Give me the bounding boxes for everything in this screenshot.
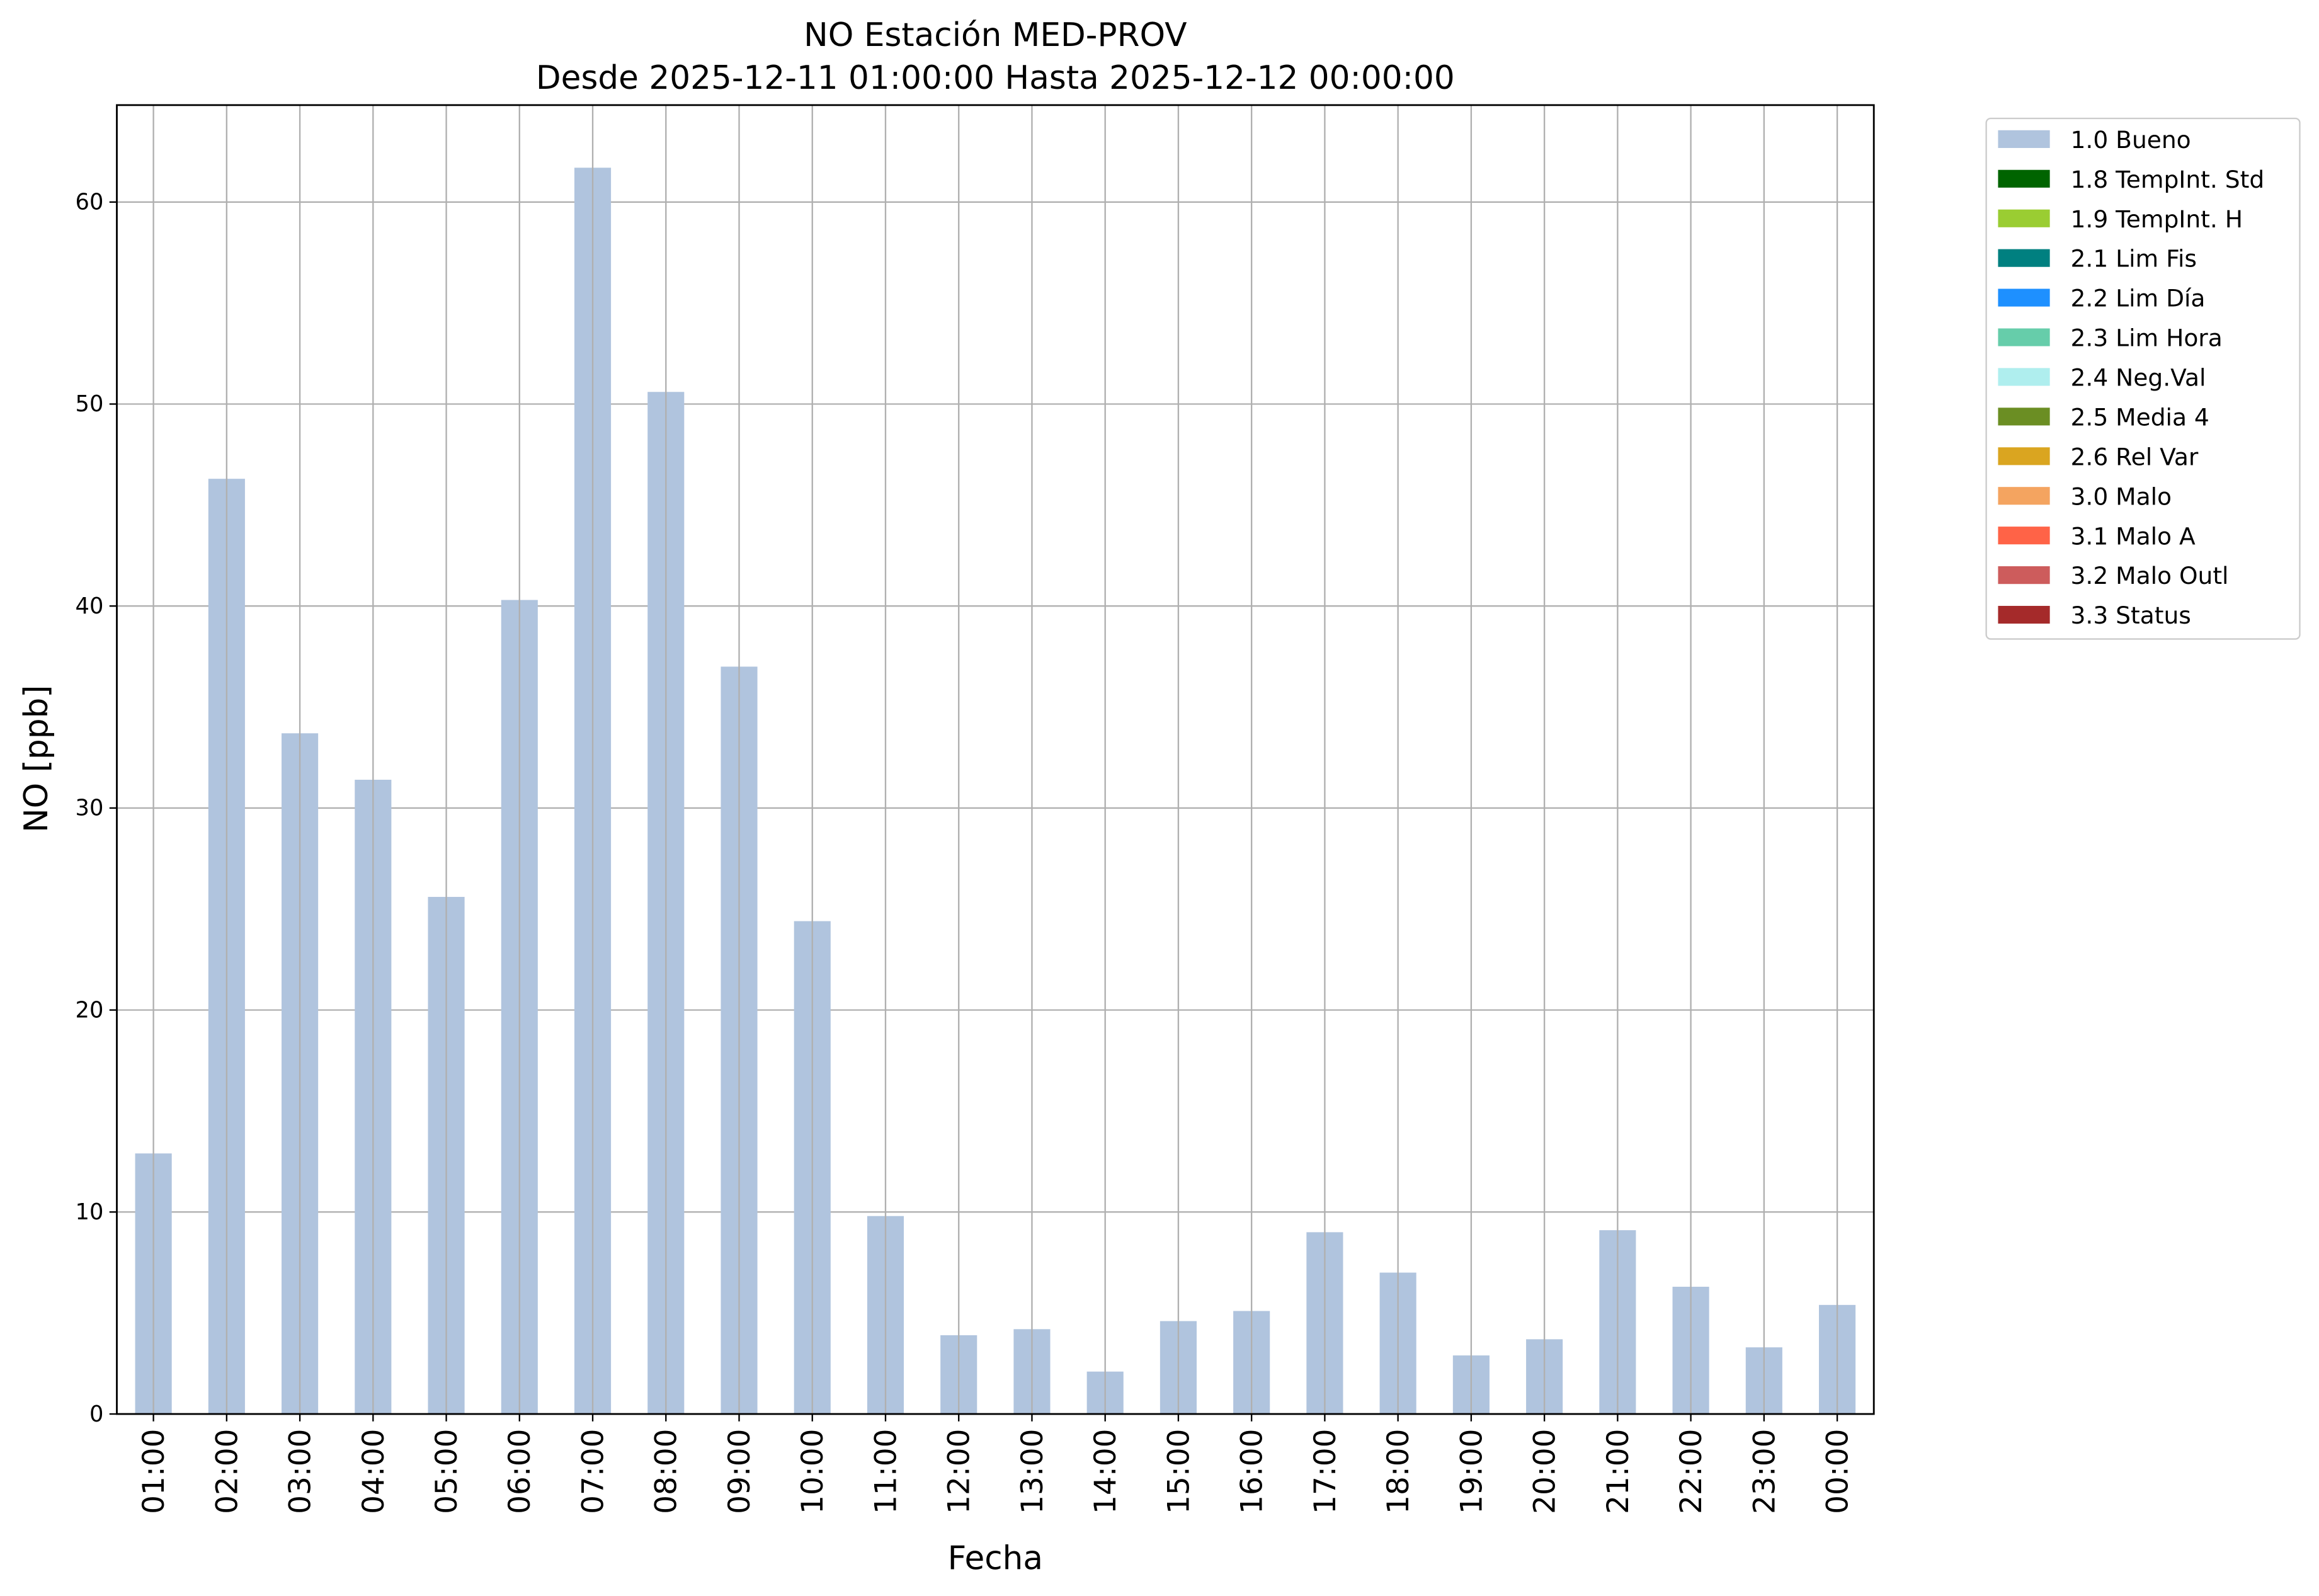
x-tick-label: 07:00 xyxy=(576,1429,610,1514)
plot-frame xyxy=(116,104,1875,1415)
legend-swatch xyxy=(1998,487,2050,505)
legend-label: 3.1 Malo A xyxy=(2071,522,2196,550)
x-tick-label: 18:00 xyxy=(1381,1429,1416,1514)
legend-swatch xyxy=(1998,368,2050,386)
legend-label: 2.2 Lim Día xyxy=(2071,285,2206,312)
x-tick-label: 09:00 xyxy=(722,1429,757,1514)
legend-swatch xyxy=(1998,209,2050,227)
legend-swatch xyxy=(1998,408,2050,426)
legend: 1.0 Bueno 1.8 TempInt. Std 1.9 TempInt. H 2… xyxy=(1998,126,2264,629)
x-tick-label: 00:00 xyxy=(1821,1429,1855,1514)
legend-label: 3.0 Malo xyxy=(2071,482,2172,510)
x-tick-label: 17:00 xyxy=(1308,1429,1343,1514)
x-tick-label: 04:00 xyxy=(356,1429,391,1514)
x-tick-label: 03:00 xyxy=(283,1429,318,1514)
y-tick-label: 40 xyxy=(76,593,104,619)
legend-swatch xyxy=(1998,605,2050,624)
x-tick-label: 23:00 xyxy=(1747,1429,1782,1514)
x-tick-label: 14:00 xyxy=(1088,1429,1123,1514)
legend-label: 3.3 Status xyxy=(2071,601,2191,629)
ticks: 0 10 20 30 40 50 60 01:00 02:00 03:00 04:00 05:00 06… xyxy=(76,190,1855,1514)
y-tick-label: 60 xyxy=(76,190,104,215)
x-tick-label: 13:00 xyxy=(1015,1429,1050,1514)
legend-label: 2.3 Lim Hora xyxy=(2071,324,2223,352)
x-tick-label: 05:00 xyxy=(430,1429,464,1514)
legend-label: 1.0 Bueno xyxy=(2071,126,2191,154)
legend-swatch xyxy=(1998,169,2050,188)
legend-swatch xyxy=(1998,328,2050,346)
legend-box xyxy=(1985,117,2301,640)
x-tick-label: 06:00 xyxy=(503,1429,537,1514)
x-tick-label: 15:00 xyxy=(1161,1429,1196,1514)
legend-label: 3.2 Malo Outl xyxy=(2071,562,2229,590)
legend-label: 2.5 Media 4 xyxy=(2071,403,2209,431)
x-tick-label: 12:00 xyxy=(942,1429,977,1514)
legend-swatch xyxy=(1998,288,2050,307)
chart-title: NO Estación MED-PROV xyxy=(804,16,1187,54)
x-tick-label: 11:00 xyxy=(869,1429,903,1514)
x-tick-label: 01:00 xyxy=(137,1429,171,1514)
bars xyxy=(135,105,1856,1415)
x-tick-label: 08:00 xyxy=(649,1429,684,1514)
legend-swatch xyxy=(1998,566,2050,584)
legend-swatch xyxy=(1998,447,2050,465)
x-tick-label: 21:00 xyxy=(1601,1429,1636,1514)
x-tick-label: 22:00 xyxy=(1674,1429,1709,1514)
y-tick-label: 30 xyxy=(76,795,104,821)
legend-swatch xyxy=(1998,130,2050,148)
x-tick-label: 20:00 xyxy=(1528,1429,1563,1514)
y-tick-label: 50 xyxy=(76,391,104,417)
x-axis-label: Fecha xyxy=(948,1540,1043,1578)
x-tick-label: 16:00 xyxy=(1235,1429,1270,1514)
x-tick-label: 10:00 xyxy=(795,1429,830,1514)
x-tick-label: 02:00 xyxy=(210,1429,244,1514)
legend-label: 2.4 Neg.Val xyxy=(2071,364,2206,392)
legend-swatch xyxy=(1998,527,2050,545)
x-tick-label: 19:00 xyxy=(1454,1429,1489,1514)
legend-label: 1.9 TempInt. H xyxy=(2071,205,2243,233)
legend-label: 1.8 TempInt. Std xyxy=(2071,166,2265,193)
y-tick-label: 0 xyxy=(89,1401,103,1427)
y-tick-label: 10 xyxy=(76,1199,104,1225)
legend-label: 2.6 Rel Var xyxy=(2071,443,2199,470)
y-axis-label: NO [ppb] xyxy=(18,685,55,833)
chart-subtitle: Desde 2025-12-11 01:00:00 Hasta 2025-12-… xyxy=(536,59,1455,97)
legend-label: 2.1 Lim Fis xyxy=(2071,245,2197,273)
grid xyxy=(117,201,1874,1415)
legend-swatch xyxy=(1998,249,2050,267)
y-tick-label: 20 xyxy=(76,997,104,1023)
